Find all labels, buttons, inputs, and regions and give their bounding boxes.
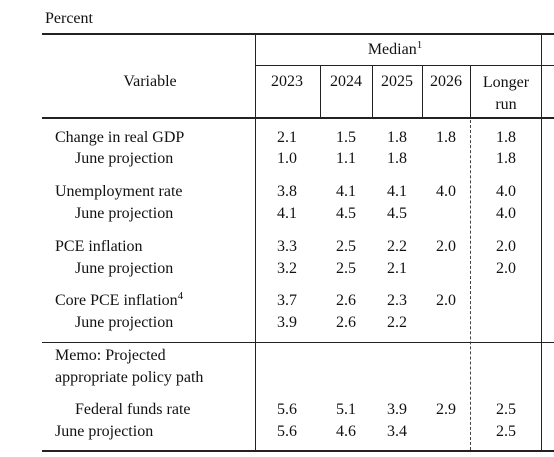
row-label: Unemployment rate: [55, 183, 183, 200]
rule: [372, 65, 373, 117]
cell-value: 2.0: [496, 260, 516, 277]
cell-value: 4.1: [336, 183, 356, 200]
year-header: 2026: [430, 73, 462, 90]
cell-value: 2.0: [436, 238, 456, 255]
rule: [255, 33, 256, 450]
rule: [42, 33, 554, 35]
cell-value: 4.0: [496, 205, 516, 222]
cell-value: 2.5: [336, 238, 356, 255]
cell-value: 3.3: [277, 238, 297, 255]
cell-value: 2.9: [436, 401, 456, 418]
cell-value: 3.2: [277, 260, 297, 277]
rule: [255, 65, 554, 66]
cell-value: 1.8: [436, 129, 456, 146]
cell-value: 2.6: [336, 292, 356, 309]
cell-value: 5.6: [277, 401, 297, 418]
row-label: Federal funds rate: [75, 401, 191, 418]
year-header: 2023: [271, 73, 303, 90]
rule: [42, 450, 554, 452]
row-label: appropriate policy path: [55, 369, 204, 386]
rule: [422, 65, 423, 117]
cell-value: 2.0: [436, 292, 456, 309]
row-label: June projection: [75, 205, 174, 222]
cell-value: 4.5: [387, 205, 407, 222]
row-label: Change in real GDP: [55, 129, 185, 146]
dashed-rule: [470, 120, 471, 450]
year-header: 2024: [330, 73, 362, 90]
row-label: PCE inflation: [55, 238, 143, 255]
row-label: June projection: [75, 150, 174, 167]
variable-header: Variable: [123, 73, 177, 90]
rule: [541, 33, 542, 450]
cell-value: 2.6: [336, 314, 356, 331]
year-header: run: [495, 96, 517, 113]
cell-value: 2.5: [496, 401, 516, 418]
cell-value: 4.1: [387, 183, 407, 200]
rule: [470, 65, 471, 117]
cell-value: 2.2: [387, 314, 407, 331]
cell-value: 1.5: [336, 129, 356, 146]
rule: [320, 65, 321, 117]
cell-value: 2.1: [277, 129, 297, 146]
row-label: June projection: [75, 260, 174, 277]
year-header: Longer: [482, 74, 530, 91]
row-label: June projection: [75, 314, 174, 331]
row-label: Core PCE inflation4: [55, 290, 184, 310]
cell-value: 1.0: [277, 150, 297, 167]
cell-value: 1.8: [387, 129, 407, 146]
year-header: 2025: [381, 73, 413, 90]
cell-value: 1.8: [387, 150, 407, 167]
median-header: Median1: [367, 39, 423, 59]
footnote-marker: 4: [177, 290, 184, 302]
cell-value: 3.9: [387, 401, 407, 418]
cell-value: 2.2: [387, 238, 407, 255]
cell-value: 4.1: [277, 205, 297, 222]
cell-value: 2.5: [496, 423, 516, 440]
cell-value: 1.1: [336, 150, 356, 167]
footnote-marker: 1: [416, 39, 423, 51]
cell-value: 1.8: [496, 129, 516, 146]
cell-value: 2.1: [387, 260, 407, 277]
cell-value: 2.3: [387, 292, 407, 309]
row-label: June projection: [55, 423, 154, 440]
cell-value: 4.0: [496, 183, 516, 200]
cell-value: 3.7: [277, 292, 297, 309]
cell-value: 3.9: [277, 314, 297, 331]
rule: [42, 117, 554, 119]
cell-value: 4.6: [336, 423, 356, 440]
cell-value: 4.0: [436, 183, 456, 200]
cell-value: 2.0: [496, 238, 516, 255]
cell-value: 3.8: [277, 183, 297, 200]
cell-value: 1.8: [496, 150, 516, 167]
rule: [42, 342, 554, 343]
cell-value: 5.6: [277, 423, 297, 440]
row-label: Memo: Projected: [55, 347, 166, 364]
cell-value: 2.5: [336, 260, 356, 277]
cell-value: 3.4: [387, 423, 407, 440]
unit-label: Percent: [45, 10, 93, 27]
cell-value: 4.5: [336, 205, 356, 222]
cell-value: 5.1: [336, 401, 356, 418]
